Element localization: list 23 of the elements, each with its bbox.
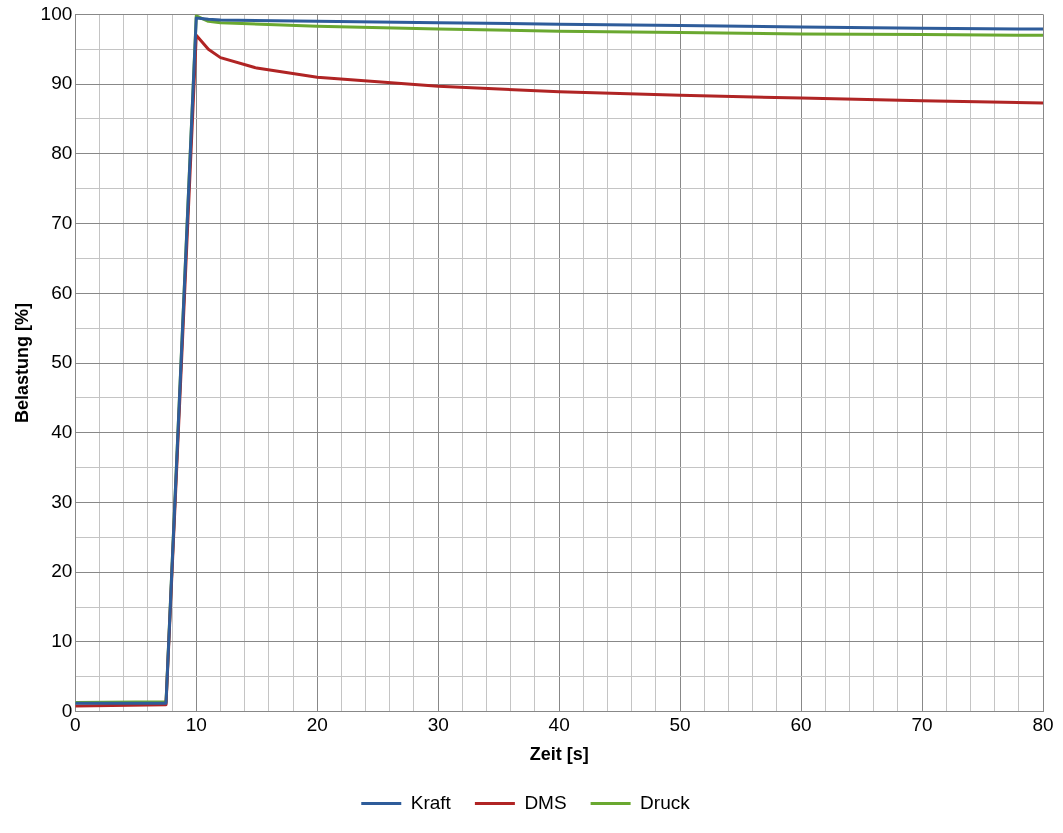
x-tick-label: 20 <box>306 714 328 736</box>
x-tick-label: 40 <box>548 714 570 736</box>
y-axis-title: Belastung [%] <box>11 302 32 424</box>
x-tick-label: 70 <box>911 714 933 736</box>
legend-label: Kraft <box>410 791 452 813</box>
y-tick-label: 60 <box>51 281 73 303</box>
x-tick-label: 60 <box>790 714 812 736</box>
y-tick-label: 40 <box>51 420 73 442</box>
legend-label: Druck <box>640 791 691 813</box>
y-tick-label: 80 <box>51 142 73 164</box>
legend-label: DMS <box>524 791 567 813</box>
y-tick-label: 10 <box>51 630 73 652</box>
y-tick-label: 30 <box>51 490 73 512</box>
x-tick-label: 50 <box>669 714 691 736</box>
y-tick-label: 90 <box>51 72 73 94</box>
y-tick-label: 70 <box>51 211 73 233</box>
y-tick-label: 20 <box>51 560 73 582</box>
x-tick-label: 80 <box>1032 714 1054 736</box>
y-tick-label: 100 <box>40 2 73 24</box>
y-tick-label: 50 <box>51 351 73 373</box>
x-tick-label: 10 <box>185 714 207 736</box>
x-axis-title: Zeit [s] <box>529 744 589 765</box>
x-tick-label: 30 <box>427 714 449 736</box>
